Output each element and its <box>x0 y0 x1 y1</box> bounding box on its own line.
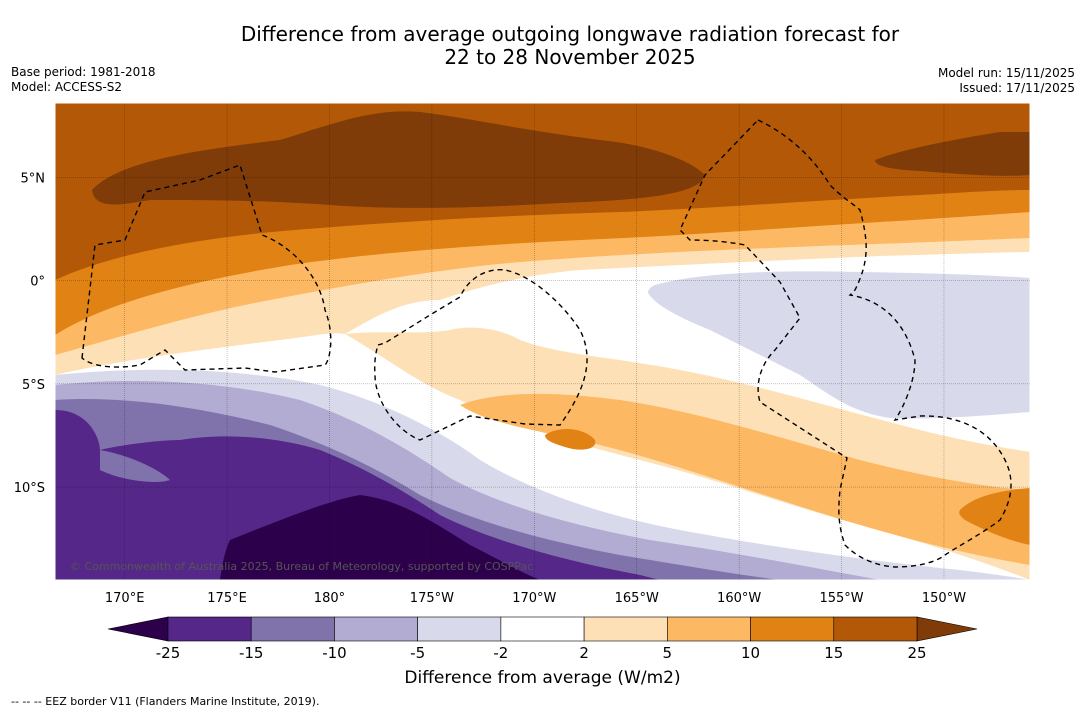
issued-date: Issued: 17/11/2025 <box>959 81 1075 95</box>
chart-title-line2: 22 to 28 November 2025 <box>444 45 696 69</box>
x-tick-label: 175°E <box>207 591 247 606</box>
colorbar-bin <box>833 616 918 642</box>
colorbar-tick-label: 15 <box>824 644 843 662</box>
band-pos-over-25-west <box>92 111 705 208</box>
band-neg-2-5-east <box>648 271 1030 419</box>
band-pos-10-15-blob-central <box>545 428 596 450</box>
band-neg-15-25-notch <box>100 450 170 482</box>
band-pos-over-25-east <box>875 132 1030 176</box>
y-tick-label: 10°S <box>14 481 45 496</box>
eez-border-kiribati-line <box>679 119 1012 568</box>
grid-lines <box>55 103 1030 580</box>
x-tick-label: 160°W <box>717 591 761 606</box>
colorbar-label: Difference from average (W/m2) <box>404 668 681 688</box>
band-neg-15-25 <box>55 410 660 580</box>
colorbar-tick-label: 10 <box>741 644 760 662</box>
colorbar-tick-label: 2 <box>579 644 589 662</box>
map-frame <box>54 102 1031 581</box>
model-name: Model: ACCESS-S2 <box>11 80 123 94</box>
colorbar-bin <box>500 616 585 642</box>
eez-border-tokelau <box>374 268 588 441</box>
colorbar-tick-label: 25 <box>907 644 926 662</box>
x-tick-label: 180° <box>314 591 345 606</box>
contour-field <box>55 103 1030 580</box>
copyright-text: © Commonwealth of Australia 2025, Bureau… <box>70 560 533 573</box>
y-tick-label: 5°S <box>22 378 45 393</box>
colorbar: -25 -15 -10 -5 -2 2 5 10 15 25 <box>107 616 978 662</box>
x-tick-label: 165°W <box>615 591 659 606</box>
meta-right: Model run: 15/11/2025 Issued: 17/11/2025 <box>938 66 1075 96</box>
band-pos-5-10-tongue <box>460 393 1030 565</box>
colorbar-tick-label: -15 <box>239 644 264 662</box>
colorbar-bin <box>417 616 502 642</box>
band-neg-under-25 <box>220 495 540 580</box>
colorbar-bin <box>167 616 252 642</box>
x-axis-ticks: 170°E 175°E 180° 175°W 170°W 165°W 160°W 155°W 1… <box>105 591 966 606</box>
eez-footnote: -- -- -- EEZ border V11 (Flanders Marine… <box>11 695 320 708</box>
colorbar-bin <box>750 616 835 642</box>
y-axis-ticks: 5°N 0° 5°S 10°S <box>14 171 45 496</box>
y-tick-label: 5°N <box>21 171 46 186</box>
y-tick-label: 0° <box>30 275 45 290</box>
colorbar-tick-label: -25 <box>156 644 181 662</box>
x-tick-label: 150°W <box>922 591 966 606</box>
model-run: Model run: 15/11/2025 <box>937 66 1075 80</box>
eez-borders <box>81 119 1012 568</box>
colorbar-tick-label: -2 <box>493 644 508 662</box>
colorbar-bin <box>334 616 418 642</box>
band-pos-10-15-blob-east <box>959 488 1030 545</box>
base-period: Base period: 1981-2018 <box>11 65 156 79</box>
colorbar-bin <box>250 616 335 642</box>
colorbar-extend-high <box>916 616 978 642</box>
x-tick-label: 170°E <box>105 591 145 606</box>
colorbar-extend-low <box>107 616 169 642</box>
colorbar-tick-label: -10 <box>322 644 347 662</box>
chart-title-line1: Difference from average outgoing longwav… <box>240 22 900 46</box>
eez-border-tuvalu <box>81 164 332 373</box>
colorbar-bin <box>667 616 751 642</box>
colorbar-tick-label: -5 <box>410 644 425 662</box>
meta-left: Base period: 1981-2018 Model: ACCESS-S2 <box>11 65 156 95</box>
colorbar-tick-label: 5 <box>663 644 673 662</box>
x-tick-label: 175°W <box>410 591 454 606</box>
x-tick-label: 155°W <box>819 591 863 606</box>
colorbar-bin <box>583 616 668 642</box>
x-tick-label: 170°W <box>512 591 556 606</box>
